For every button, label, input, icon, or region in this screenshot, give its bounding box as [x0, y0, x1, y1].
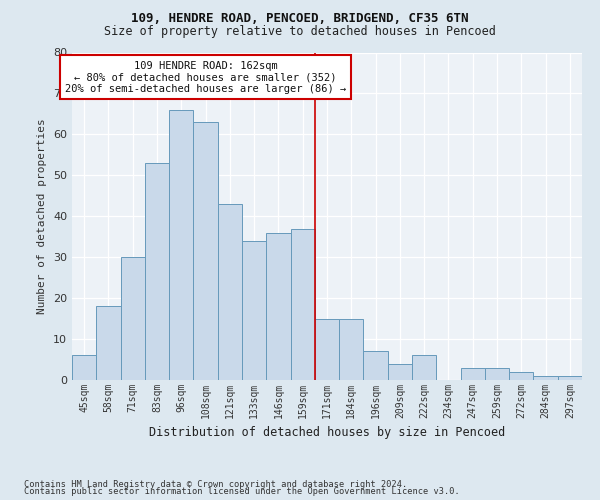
Bar [558, 376, 582, 380]
Bar [145, 163, 169, 380]
Text: 109, HENDRE ROAD, PENCOED, BRIDGEND, CF35 6TN: 109, HENDRE ROAD, PENCOED, BRIDGEND, CF3… [131, 12, 469, 26]
Bar [242, 241, 266, 380]
Bar [218, 204, 242, 380]
Bar [266, 232, 290, 380]
Bar [364, 352, 388, 380]
Text: 109 HENDRE ROAD: 162sqm
← 80% of detached houses are smaller (352)
20% of semi-d: 109 HENDRE ROAD: 162sqm ← 80% of detache… [65, 60, 346, 94]
Bar [485, 368, 509, 380]
Text: Contains public sector information licensed under the Open Government Licence v3: Contains public sector information licen… [24, 488, 460, 496]
Bar [461, 368, 485, 380]
Bar [533, 376, 558, 380]
X-axis label: Distribution of detached houses by size in Pencoed: Distribution of detached houses by size … [149, 426, 505, 440]
Text: Contains HM Land Registry data © Crown copyright and database right 2024.: Contains HM Land Registry data © Crown c… [24, 480, 407, 489]
Bar [169, 110, 193, 380]
Bar [388, 364, 412, 380]
Bar [315, 318, 339, 380]
Bar [412, 356, 436, 380]
Text: Size of property relative to detached houses in Pencoed: Size of property relative to detached ho… [104, 25, 496, 38]
Bar [121, 257, 145, 380]
Bar [96, 306, 121, 380]
Bar [509, 372, 533, 380]
Bar [72, 356, 96, 380]
Bar [193, 122, 218, 380]
Bar [339, 318, 364, 380]
Y-axis label: Number of detached properties: Number of detached properties [37, 118, 47, 314]
Bar [290, 228, 315, 380]
